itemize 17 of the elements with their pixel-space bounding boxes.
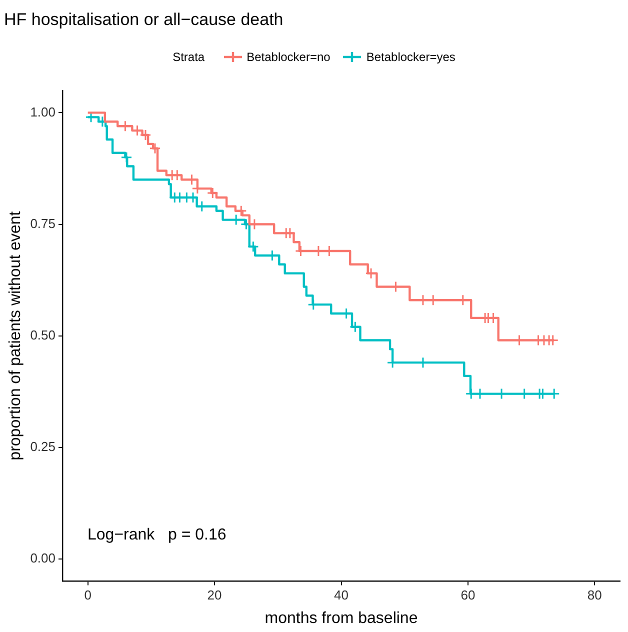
x-tick-label: 80 [587, 588, 602, 603]
legend-title: Strata [172, 50, 205, 64]
y-tick-label: 0.75 [30, 216, 56, 231]
y-tick-label: 1.00 [30, 104, 56, 120]
y-tick-label: 0.50 [30, 327, 56, 342]
x-tick-label: 60 [460, 588, 476, 603]
x-tick-label: 20 [207, 588, 222, 603]
x-axis-title: months from baseline [264, 610, 418, 627]
annotation: Log−rank p = 0.16 [88, 526, 226, 544]
chart-title: HF hospitalisation or all−cause death [4, 10, 284, 29]
x-tick-label: 40 [334, 588, 348, 603]
y-tick-label: 0.25 [30, 438, 56, 454]
legend-label: Betablocker=no [246, 50, 330, 64]
legend-label: Betablocker=yes [366, 50, 456, 64]
y-tick-label: 0.00 [30, 550, 56, 566]
x-tick-label: 0 [84, 588, 92, 603]
y-axis-title: proportion of patients without event [7, 210, 24, 460]
